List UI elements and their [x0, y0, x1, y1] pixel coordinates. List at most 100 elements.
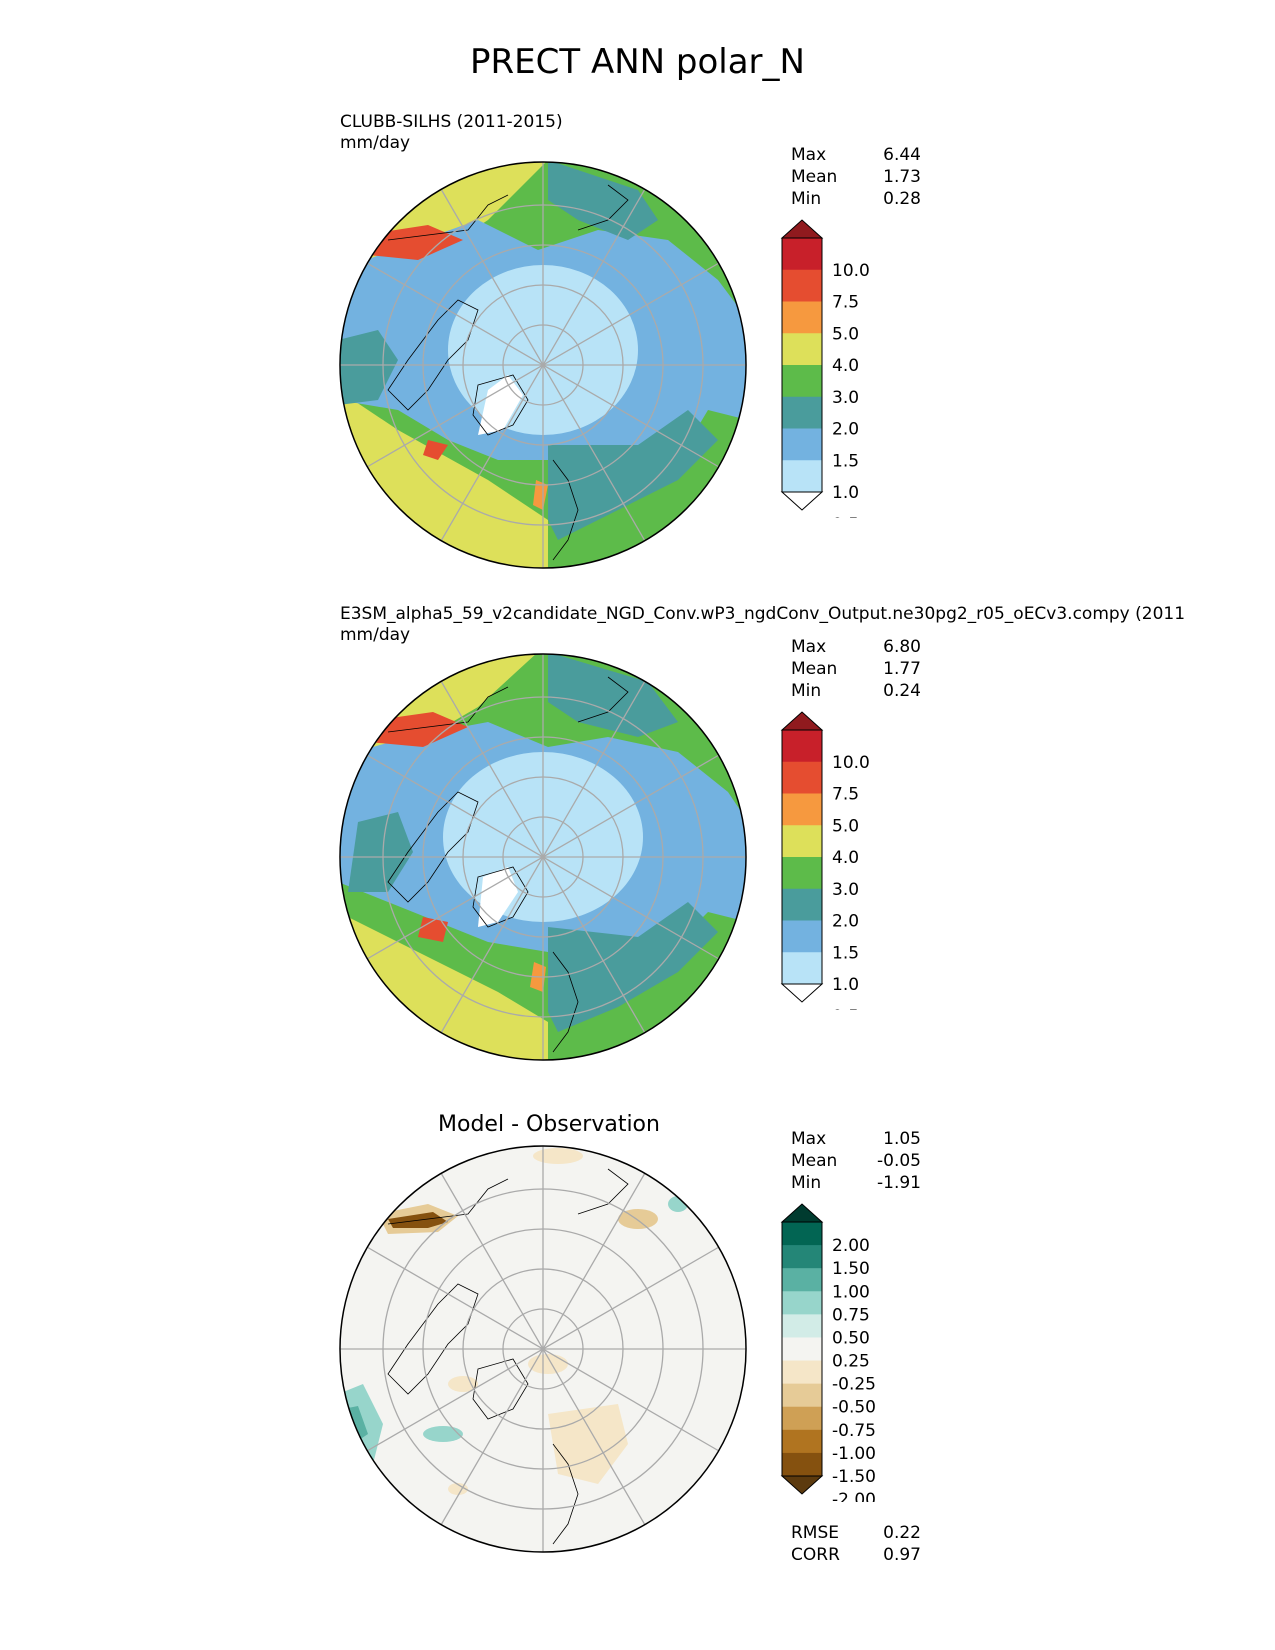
panel1-polar-map: [339, 161, 747, 569]
panel2-units-label: mm/day: [340, 625, 411, 645]
panel3-field-teal-atlantic: [423, 1426, 463, 1442]
colorbar-tick-label: 0.5: [832, 1007, 859, 1010]
colorbar-swatch: [782, 920, 822, 953]
panel3-stat-label: Max: [791, 1129, 827, 1149]
panel2-stat-value: 0.24: [883, 681, 921, 701]
panel3-coastline-canada: [387, 1283, 479, 1395]
colorbar-frame: [781, 237, 823, 493]
panel1-field-orange-spot: [533, 480, 548, 510]
panel3-colorbar: 2.00 1.50 1.00 0.75 0.50 0.25 -0.25 -0.50 -0.75 -…: [780, 1203, 876, 1502]
colorbar-swatch: [782, 1429, 822, 1454]
panel3-coastline-europe: [552, 1443, 579, 1545]
panel2-coastline-north: [387, 686, 509, 733]
panel1-field-teal-north: [548, 162, 658, 240]
panel1-stat-value: 1.73: [883, 167, 921, 187]
panel1-coastline-asia: [577, 184, 629, 231]
panel1-title: CLUBB-SILHS (2011-2015) mm/day: [340, 112, 563, 154]
colorbar-tick-label: -1.50: [832, 1467, 876, 1487]
panel1-stat-label: Max: [791, 145, 827, 165]
panel1-stat-label: Mean: [791, 167, 838, 187]
panel3-coastline-greenland: [472, 1358, 529, 1420]
colorbar-swatch: [782, 1222, 822, 1246]
panel1-coastline-canada: [387, 299, 479, 411]
colorbar-tick-label: -1.00: [832, 1444, 876, 1464]
panel1-graticule: [340, 162, 746, 568]
panel3-field-tan-greenland: [448, 1376, 478, 1392]
panel3-stat-label: Mean: [791, 1151, 838, 1171]
panel2-coastline-europe: [552, 951, 579, 1053]
rmse-label: RMSE: [791, 1523, 840, 1543]
panel3-stat-value: 1.05: [883, 1129, 921, 1149]
colorbar-extend-min: [780, 1475, 824, 1495]
colorbar-tick-label: 1.0: [832, 975, 859, 995]
panel1-coastline-north: [387, 194, 509, 241]
panel3-field-tan-northeast: [618, 1209, 658, 1229]
colorbar-tick-label: -0.25: [832, 1375, 876, 1395]
panel1-map-boundary: [339, 161, 747, 569]
panel1-stats: Max 6.44 Mean 1.73 Min 0.28: [791, 144, 921, 210]
colorbar-swatch: [782, 1268, 822, 1292]
panel1-dataset-label: CLUBB-SILHS (2011-2015): [340, 112, 563, 132]
colorbar-swatch: [782, 1452, 822, 1477]
colorbar-swatch: [782, 365, 822, 398]
panel3-stat-value: -0.05: [877, 1151, 921, 1171]
colorbar-tick-label: 10.0: [832, 261, 870, 281]
colorbar-extend-max: [780, 1203, 824, 1223]
colorbar-frame: [781, 729, 823, 985]
colorbar-tick-label: 1.50: [832, 1259, 870, 1279]
panel3-field-tan-center: [528, 1354, 568, 1374]
colorbar-swatch: [782, 888, 822, 921]
colorbar-swatch: [782, 1383, 822, 1408]
colorbar-swatch: [782, 396, 822, 429]
colorbar-tick-label: 2.0: [832, 912, 859, 932]
colorbar-swatch: [782, 1245, 822, 1269]
panel3-stat-label: Min: [791, 1173, 822, 1193]
panel2-field-white-greenland: [478, 867, 518, 927]
panel3-graticule: [340, 1146, 746, 1552]
rmse-value: 0.22: [883, 1523, 921, 1543]
panel2-dataset-label: E3SM_alpha5_59_v2candidate_NGD_Conv.wP3_…: [340, 604, 1186, 624]
panel2-field-red-spot: [418, 917, 448, 942]
panel1-field-teal-west: [340, 330, 398, 405]
colorbar-tick-label: 5.0: [832, 816, 859, 836]
panel3-stat-value: -1.91: [877, 1173, 921, 1193]
colorbar-tick-label: 7.5: [832, 293, 859, 313]
colorbar-tick-label: 0.50: [832, 1328, 870, 1348]
panel2-field-teal-west: [348, 812, 413, 892]
colorbar-tick-label: 3.0: [832, 880, 859, 900]
colorbar-tick-label: 0.25: [832, 1352, 870, 1372]
panel1-colorbar: 10.0 7.5 5.0 4.0 3.0 2.0 1.5 1.0 0.5: [780, 219, 870, 518]
colorbar-tick-label: -0.50: [832, 1398, 876, 1418]
colorbar-swatch: [782, 301, 822, 334]
panel2-stat-label: Mean: [791, 659, 838, 679]
colorbar-tick-label: 1.0: [832, 483, 859, 503]
panel2-stat-label: Min: [791, 681, 822, 701]
colorbar-tick-label: 2.0: [832, 420, 859, 440]
colorbar-swatch: [782, 333, 822, 366]
panel1-stat-value: 0.28: [883, 189, 921, 209]
colorbar-extend-min: [780, 983, 824, 1003]
colorbar-swatch: [782, 1406, 822, 1431]
colorbar-swatch: [782, 952, 822, 985]
panel2-field-teal-north: [548, 654, 678, 737]
colorbar-extend-min: [780, 491, 824, 511]
colorbar-tick-label: 10.0: [832, 753, 870, 773]
colorbar-swatch: [782, 1360, 822, 1385]
colorbar-swatch: [782, 1337, 822, 1362]
panel2-coastline-asia: [577, 676, 629, 723]
panel2-stat-label: Max: [791, 637, 827, 657]
colorbar-tick-label: 7.5: [832, 785, 859, 805]
panel2-stat-value: 6.80: [883, 637, 921, 657]
panel1-field-red-spot: [423, 440, 448, 460]
colorbar-swatch: [782, 238, 822, 271]
colorbar-tick-label: -2.00: [832, 1490, 876, 1502]
panel3-coastline-asia: [577, 1168, 629, 1215]
colorbar-swatch: [782, 857, 822, 890]
colorbar-tick-label: 3.0: [832, 388, 859, 408]
colorbar-swatch: [782, 825, 822, 858]
panel2-title: E3SM_alpha5_59_v2candidate_NGD_Conv.wP3_…: [340, 604, 1185, 646]
panel2-stat-value: 1.77: [883, 659, 921, 679]
colorbar-swatch: [782, 1314, 822, 1338]
corr-label: CORR: [791, 1545, 840, 1565]
colorbar-frame: [781, 1221, 823, 1477]
